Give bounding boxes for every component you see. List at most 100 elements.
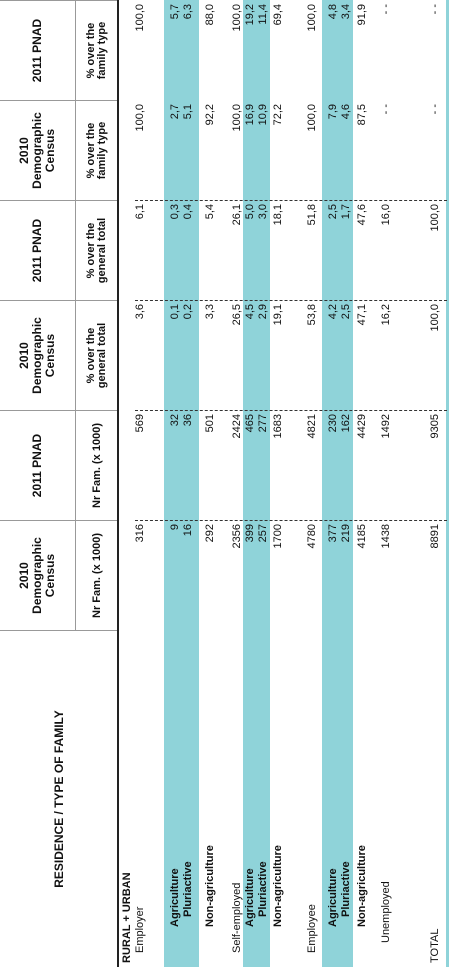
cell-value: 53,8 bbox=[306, 304, 318, 326]
column-group: 2011 PNAD bbox=[0, 0, 76, 100]
cell-value: 47,6 bbox=[356, 204, 368, 226]
cell-value: 2,5 bbox=[327, 204, 339, 220]
row-label: Employee bbox=[306, 904, 318, 953]
cell-value: 3,6 bbox=[134, 304, 146, 320]
row-label: Self-employed bbox=[231, 882, 243, 953]
cell-value: 100,0 bbox=[134, 104, 146, 132]
cell-value: 6,1 bbox=[134, 204, 146, 220]
cell-value: 277 bbox=[257, 414, 269, 433]
cell-value: 5,4 bbox=[204, 204, 216, 220]
row-label: Non-agriculture bbox=[204, 845, 216, 927]
row-label: Agriculture bbox=[169, 868, 181, 927]
cell-value: 4,5 bbox=[244, 304, 256, 320]
cell-value: 2,5 bbox=[340, 304, 352, 320]
cell-value: - - bbox=[429, 104, 441, 115]
cell-value: 100,0 bbox=[429, 204, 441, 232]
cell-value: 16,9 bbox=[244, 104, 256, 126]
row-label: Pluriactive bbox=[182, 861, 194, 917]
column-sub: Nr Fam. (x 1000) bbox=[76, 520, 118, 630]
cell-value: 316 bbox=[134, 524, 146, 543]
row-label: RURAL + URBAN bbox=[121, 872, 133, 963]
row-label: Non-agriculture bbox=[356, 845, 368, 927]
cell-value: 5,7 bbox=[169, 4, 181, 20]
column-separator bbox=[135, 520, 447, 521]
cell-value: 47,1 bbox=[356, 304, 368, 326]
cell-value: 3,3 bbox=[204, 304, 216, 320]
cell-value: 1492 bbox=[380, 414, 392, 439]
cell-value: - - bbox=[429, 4, 441, 15]
cell-value: 2356 bbox=[231, 524, 243, 549]
column-sub: % over the family type bbox=[76, 100, 118, 200]
cell-value: 1683 bbox=[272, 414, 284, 439]
cell-value: 36 bbox=[182, 414, 194, 427]
cell-value: 465 bbox=[244, 414, 256, 433]
header-title: RESIDENCE / TYPE OF FAMILY bbox=[0, 630, 118, 967]
column-group: 2010 Demographic Census bbox=[0, 300, 76, 410]
cell-value: 100,0 bbox=[306, 4, 318, 32]
cell-value: 4429 bbox=[356, 414, 368, 439]
cell-value: 0,2 bbox=[182, 304, 194, 320]
cell-value: 100,0 bbox=[134, 4, 146, 32]
cell-value: 162 bbox=[340, 414, 352, 433]
cell-value: - - bbox=[380, 104, 392, 115]
column-group: 2010 Demographic Census bbox=[0, 100, 76, 200]
cell-value: 4780 bbox=[306, 524, 318, 549]
cell-value: 92,2 bbox=[204, 104, 216, 126]
cell-value: 0,4 bbox=[182, 204, 194, 220]
cell-value: 100,0 bbox=[429, 304, 441, 332]
row-label: Employer bbox=[134, 906, 146, 953]
column-separator bbox=[135, 200, 447, 201]
cell-value: 69,4 bbox=[272, 4, 284, 26]
cell-value: 32 bbox=[169, 414, 181, 427]
cell-value: 7,9 bbox=[327, 104, 339, 120]
cell-value: 51,8 bbox=[306, 204, 318, 226]
cell-value: 6,3 bbox=[182, 4, 194, 20]
cell-value: 377 bbox=[327, 524, 339, 543]
cell-value: 26,5 bbox=[231, 304, 243, 326]
cell-value: 19,2 bbox=[244, 4, 256, 26]
cell-value: 4185 bbox=[356, 524, 368, 549]
row-label: TOTAL bbox=[429, 928, 441, 963]
cell-value: 3,0 bbox=[257, 204, 269, 220]
column-group: 2010 Demographic Census bbox=[0, 520, 76, 630]
cell-value: 88,0 bbox=[204, 4, 216, 26]
cell-value: 1438 bbox=[380, 524, 392, 549]
row-label: Agriculture bbox=[244, 868, 256, 927]
column-sub: % over the general total bbox=[76, 200, 118, 300]
cell-value: 1700 bbox=[272, 524, 284, 549]
cell-value: 3,4 bbox=[340, 4, 352, 20]
column-sub: Nr Fam. (x 1000) bbox=[76, 410, 118, 520]
cell-value: 87,5 bbox=[356, 104, 368, 126]
cell-value: 11,4 bbox=[257, 4, 269, 25]
cell-value: 0,3 bbox=[169, 204, 181, 220]
cell-value: - - bbox=[380, 4, 392, 15]
cell-value: 9 bbox=[169, 524, 181, 531]
cell-value: 5,1 bbox=[182, 104, 194, 120]
cell-value: 16,2 bbox=[380, 304, 392, 326]
cell-value: 2,7 bbox=[169, 104, 181, 120]
cell-value: 26,1 bbox=[231, 204, 243, 226]
cell-value: 4,8 bbox=[327, 4, 339, 20]
cell-value: 1,7 bbox=[340, 204, 352, 220]
column-group: 2011 PNAD bbox=[0, 200, 76, 300]
cell-value: 18,1 bbox=[272, 204, 284, 226]
row-label: Non-agriculture bbox=[272, 845, 284, 927]
cell-value: 399 bbox=[244, 524, 256, 543]
cell-value: 100,0 bbox=[306, 104, 318, 132]
row-label: Pluriactive bbox=[340, 861, 352, 917]
cell-value: 501 bbox=[204, 414, 216, 433]
column-sub: % over the general total bbox=[76, 300, 118, 410]
cell-value: 257 bbox=[257, 524, 269, 543]
cell-value: 4,2 bbox=[327, 304, 339, 320]
cell-value: 8891 bbox=[429, 524, 441, 549]
cell-value: 2,9 bbox=[257, 304, 269, 320]
cell-value: 16 bbox=[182, 524, 194, 537]
row-label: Unemployed bbox=[380, 881, 392, 943]
cell-value: 91,9 bbox=[356, 4, 368, 26]
column-sub: % over the family type bbox=[76, 0, 118, 100]
column-group: 2011 PNAD bbox=[0, 410, 76, 520]
cell-value: 5,0 bbox=[244, 204, 256, 220]
cell-value: 72,2 bbox=[272, 104, 284, 126]
cell-value: 292 bbox=[204, 524, 216, 543]
